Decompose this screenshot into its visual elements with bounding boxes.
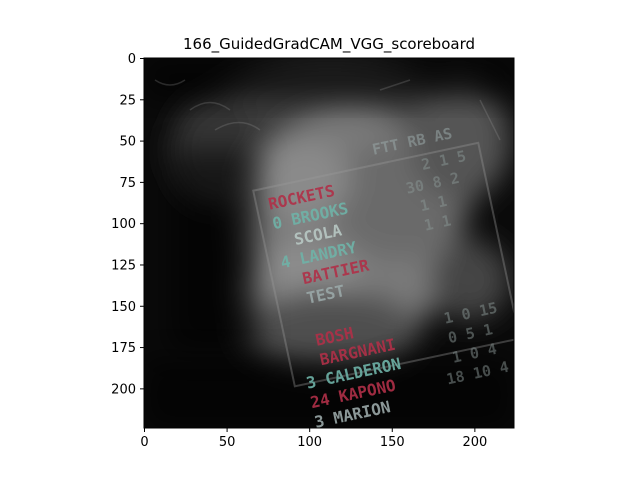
- x-tick-label-0: 0: [140, 435, 148, 450]
- y-axis: 0 25 50 75 100 125 150 175 200: [111, 52, 144, 397]
- y-tick-label-5: 125: [111, 258, 136, 273]
- x-tick-label-1: 50: [219, 435, 236, 450]
- x-axis: 0 50 100 150 200: [140, 428, 487, 450]
- x-tick-label-3: 150: [380, 435, 405, 450]
- y-tick-label-3: 75: [119, 176, 136, 191]
- y-tick-label-2: 50: [119, 135, 136, 150]
- scoreboard-panel: FTT RB AS ROCKETS 0 BROOKS SCOLA 4 LANDR…: [252, 124, 514, 428]
- svg-text:1 1: 1 1: [422, 211, 452, 234]
- x-tick-label-4: 200: [462, 435, 487, 450]
- y-tick-label-1: 25: [119, 93, 136, 108]
- y-tick-label-4: 100: [111, 217, 136, 232]
- y-tick-label-0: 0: [128, 52, 136, 67]
- y-tick-label-6: 150: [111, 300, 136, 315]
- x-tick-label-2: 100: [297, 435, 322, 450]
- saliency-image: FTT RB AS ROCKETS 0 BROOKS SCOLA 4 LANDR…: [144, 58, 514, 428]
- svg-text:1 1: 1 1: [418, 192, 448, 215]
- plot-frame: [143, 57, 515, 429]
- y-tick-label-7: 175: [111, 341, 136, 356]
- figure-title: 166_GuidedGradCAM_VGG_scoreboard: [183, 35, 475, 54]
- y-tick-label-8: 200: [111, 382, 136, 397]
